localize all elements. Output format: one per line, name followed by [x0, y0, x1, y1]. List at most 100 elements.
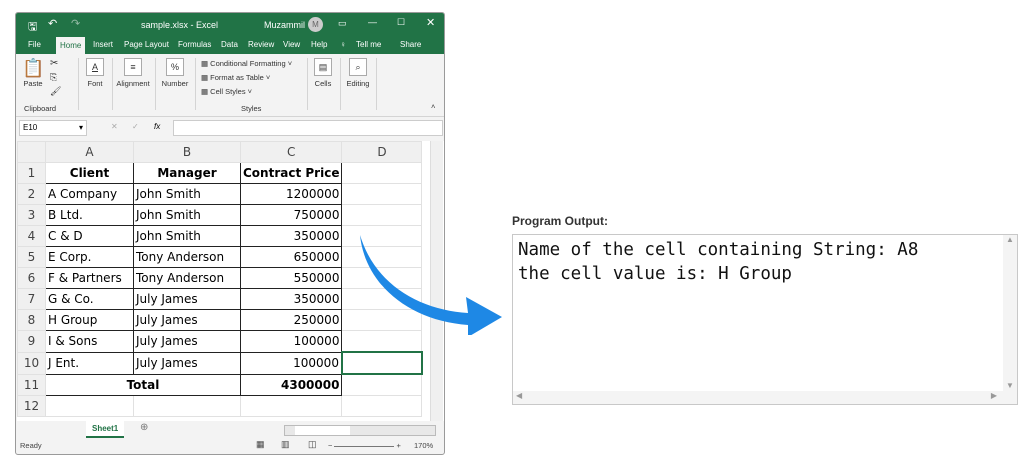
row-header[interactable]: 11 — [17, 373, 46, 396]
collapse-ribbon-icon[interactable]: ˄ — [431, 102, 436, 111]
tab-home[interactable]: Home — [56, 37, 86, 54]
row-header[interactable]: 9 — [17, 330, 46, 353]
cell[interactable] — [341, 373, 423, 396]
output-vertical-scrollbar[interactable]: ▲ ▼ — [1003, 235, 1017, 392]
cell[interactable]: John Smith — [133, 183, 241, 205]
cell[interactable]: 750000 — [239, 204, 343, 226]
cell[interactable]: A Company — [45, 183, 134, 205]
column-header[interactable]: A — [45, 141, 134, 163]
vertical-scrollbar[interactable] — [430, 141, 443, 421]
output-horizontal-scrollbar[interactable]: ◀ ▶ — [513, 391, 1017, 404]
sheet-tab-sheet1[interactable]: Sheet1 — [86, 421, 125, 438]
maximize-button[interactable]: ☐ — [397, 17, 406, 27]
cell[interactable]: July James — [133, 288, 241, 310]
avatar[interactable]: M — [308, 17, 323, 32]
editing-button[interactable]: ⌕ Editing — [343, 58, 373, 88]
tab-file[interactable]: File — [28, 40, 41, 49]
cell[interactable]: J Ent. — [45, 351, 134, 375]
number-button[interactable]: % Number — [158, 58, 192, 88]
normal-view-icon[interactable]: ▦ — [256, 439, 265, 449]
cell[interactable]: F & Partners — [45, 267, 134, 289]
cell[interactable] — [341, 204, 423, 226]
cell[interactable]: Tony Anderson — [133, 246, 241, 268]
spreadsheet-grid[interactable]: A B C D 1 Client Manager Contract Price 2 A Compa… — [17, 141, 444, 421]
paste-button[interactable]: 📋 Paste — [22, 58, 44, 88]
cell[interactable]: Tony Anderson — [133, 267, 241, 289]
cell[interactable]: 100000 — [239, 351, 343, 375]
zoom-slider[interactable]: − + — [328, 441, 401, 450]
insert-function-icon[interactable]: fx — [154, 122, 161, 131]
minimize-button[interactable]: — — [368, 17, 377, 27]
page-layout-view-icon[interactable]: ▥ — [281, 439, 290, 449]
row-header[interactable]: 1 — [17, 162, 46, 184]
row-header[interactable]: 10 — [17, 351, 46, 375]
cell-table[interactable]: A B C D 1 Client Manager Contract Price 2 A Compa… — [17, 141, 423, 417]
cell[interactable]: 100000 — [239, 330, 343, 353]
cell[interactable] — [341, 395, 423, 417]
cancel-icon[interactable]: ✕ — [111, 122, 118, 131]
cell[interactable]: 350000 — [239, 225, 343, 247]
cell[interactable]: Contract Price — [239, 162, 343, 184]
ribbon-display-icon[interactable]: ▭ — [338, 18, 347, 28]
tab-help[interactable]: Help — [311, 40, 328, 49]
cut-icon[interactable]: ✂ — [50, 58, 59, 69]
format-as-table-button[interactable]: ▦ Format as Table ˅ — [201, 73, 271, 82]
user-name[interactable]: Muzammil — [264, 20, 306, 30]
row-header[interactable]: 7 — [17, 288, 46, 310]
cell[interactable]: July James — [133, 309, 241, 331]
cell[interactable]: Manager — [133, 162, 241, 184]
cell[interactable]: July James — [133, 351, 241, 375]
cell[interactable]: July James — [133, 330, 241, 353]
tab-view[interactable]: View — [283, 40, 301, 49]
cell[interactable] — [340, 351, 423, 375]
tab-page-layout[interactable]: Page Layout — [124, 40, 169, 49]
conditional-formatting-button[interactable]: ▦ Conditional Formatting ˅ — [201, 59, 293, 68]
cell[interactable] — [45, 395, 134, 417]
select-all[interactable] — [17, 141, 46, 163]
cells-button[interactable]: ▤ Cells — [311, 58, 335, 88]
row-header[interactable]: 6 — [17, 267, 46, 289]
add-sheet-icon[interactable]: ⊕ — [140, 422, 149, 433]
cell[interactable] — [133, 395, 241, 417]
row-header[interactable]: 4 — [17, 225, 46, 247]
row-header[interactable]: 12 — [17, 395, 46, 417]
enter-icon[interactable]: ✓ — [132, 122, 139, 131]
copy-icon[interactable]: ⎘ — [50, 72, 58, 82]
zoom-level[interactable]: 170% — [414, 441, 434, 450]
redo-icon[interactable]: ↷ — [71, 18, 81, 30]
column-header[interactable]: D — [341, 141, 423, 163]
tab-review[interactable]: Review — [248, 40, 275, 49]
cell-styles-button[interactable]: ▦ Cell Styles ˅ — [201, 87, 253, 96]
undo-icon[interactable]: ↶ — [48, 18, 58, 30]
cell[interactable]: H Group — [45, 309, 134, 331]
cell[interactable]: Client — [45, 162, 134, 184]
cell[interactable]: Total — [45, 373, 241, 396]
format-painter-icon[interactable]: 🖌 — [50, 86, 62, 96]
font-button[interactable]: A Font — [82, 58, 108, 88]
cell[interactable]: C & D — [45, 225, 134, 247]
tab-data[interactable]: Data — [221, 40, 238, 49]
cell[interactable]: 250000 — [239, 309, 343, 331]
cell[interactable]: I & Sons — [45, 330, 134, 353]
tab-insert[interactable]: Insert — [93, 40, 114, 49]
cell[interactable]: 1200000 — [239, 183, 343, 205]
cell[interactable] — [341, 309, 423, 331]
cell[interactable]: 4300000 — [239, 373, 343, 396]
share-button[interactable]: Share — [400, 40, 422, 49]
column-header[interactable]: B — [133, 141, 241, 163]
cell[interactable]: 550000 — [239, 267, 343, 289]
cell[interactable]: G & Co. — [45, 288, 134, 310]
cell[interactable]: 650000 — [239, 246, 343, 268]
column-header[interactable]: C — [239, 141, 343, 163]
row-header[interactable]: 8 — [17, 309, 46, 331]
cell[interactable] — [341, 183, 423, 205]
save-icon[interactable]: 🖫 — [28, 21, 38, 33]
horizontal-scrollbar[interactable] — [284, 425, 436, 436]
tell-me-search[interactable]: Tell me — [356, 40, 382, 49]
formula-input[interactable] — [173, 120, 443, 136]
alignment-button[interactable]: ≡ Alignment — [114, 58, 152, 88]
cell[interactable]: 350000 — [239, 288, 343, 310]
close-button[interactable]: ✕ — [426, 17, 436, 29]
page-break-view-icon[interactable]: ◫ — [308, 439, 317, 449]
cell[interactable]: E Corp. — [45, 246, 134, 268]
